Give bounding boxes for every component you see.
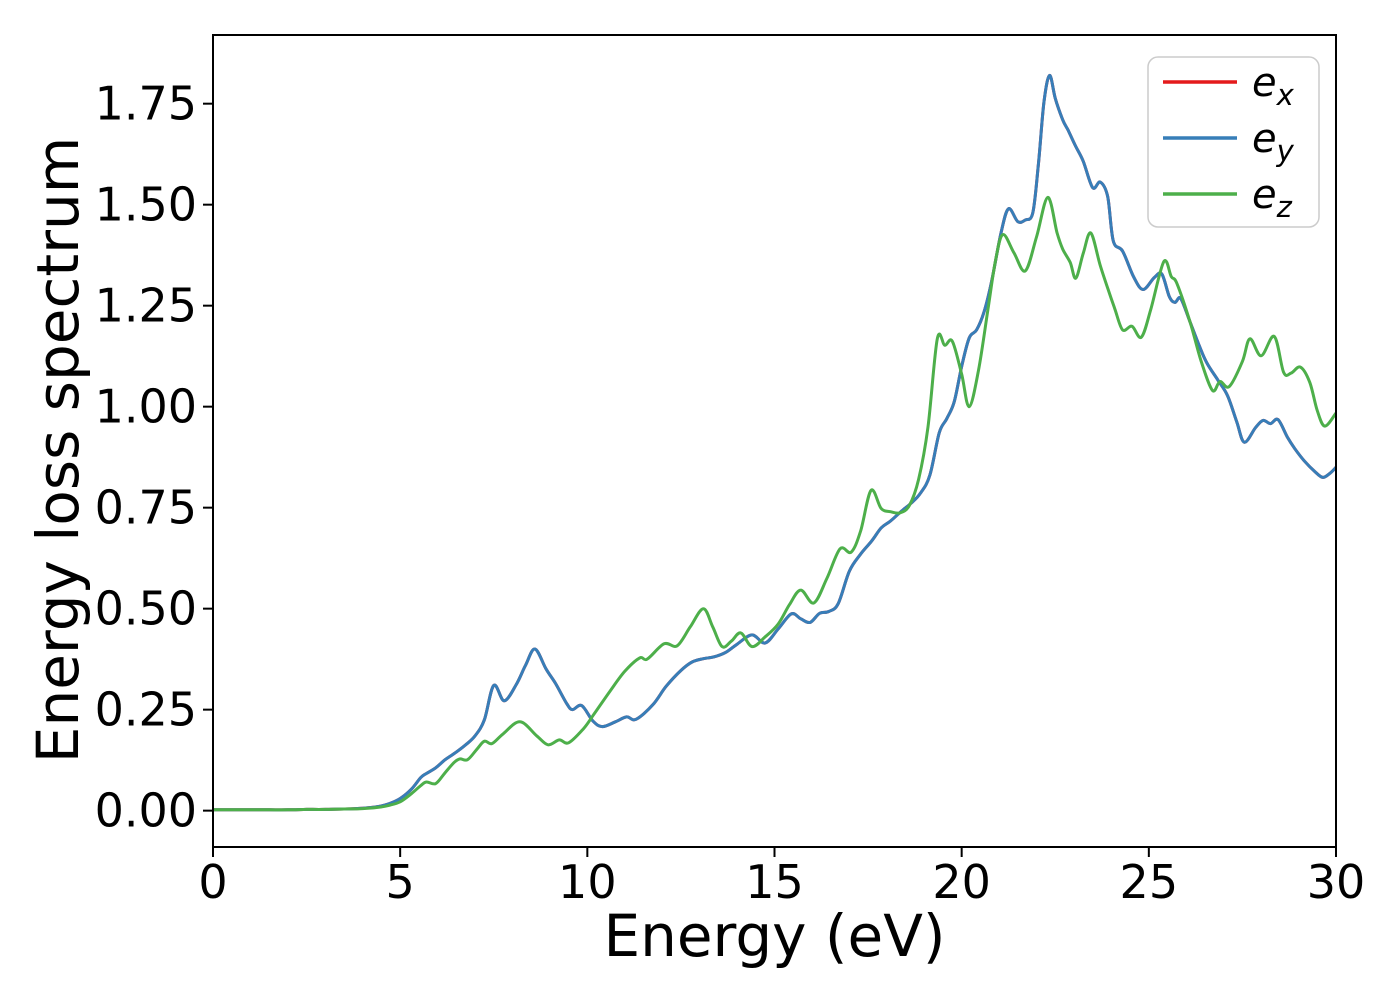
legend-label-ex: ex — [1252, 60, 1295, 112]
y-tick-label: 1.75 — [95, 77, 197, 131]
x-tick-label: 30 — [1307, 855, 1366, 909]
x-tick-label: 25 — [1120, 855, 1179, 909]
x-tick-label: 20 — [932, 855, 991, 909]
series-group — [213, 73, 1336, 812]
y-tick-label: 0.00 — [95, 784, 197, 838]
legend-entry-ey: ey — [1163, 116, 1295, 168]
y-axis-label: Energy loss spectrum — [24, 137, 92, 763]
y-tick-label: 0.75 — [95, 481, 197, 535]
x-tick-label: 15 — [745, 855, 804, 909]
legend-label-ez: ez — [1252, 172, 1293, 224]
y-tick-label: 0.50 — [95, 582, 197, 636]
legend-box — [1147, 56, 1320, 228]
x-tick-label: 10 — [558, 855, 617, 909]
legend-entry-ez: ez — [1163, 172, 1293, 224]
y-tick-label: 1.25 — [95, 279, 197, 333]
y-tick-label: 1.50 — [95, 178, 197, 232]
y-tick-label: 1.00 — [95, 380, 197, 434]
y-tick-label: 0.25 — [95, 683, 197, 737]
x-axis-label: Energy (eV) — [603, 902, 945, 970]
legend-entry-ex: ex — [1163, 60, 1295, 112]
x-tick-label: 5 — [386, 855, 415, 909]
series-ez-line — [213, 195, 1336, 812]
series-ey-line — [213, 73, 1336, 812]
legend-label-ey: ey — [1252, 116, 1295, 168]
x-tick-label: 0 — [198, 855, 227, 909]
